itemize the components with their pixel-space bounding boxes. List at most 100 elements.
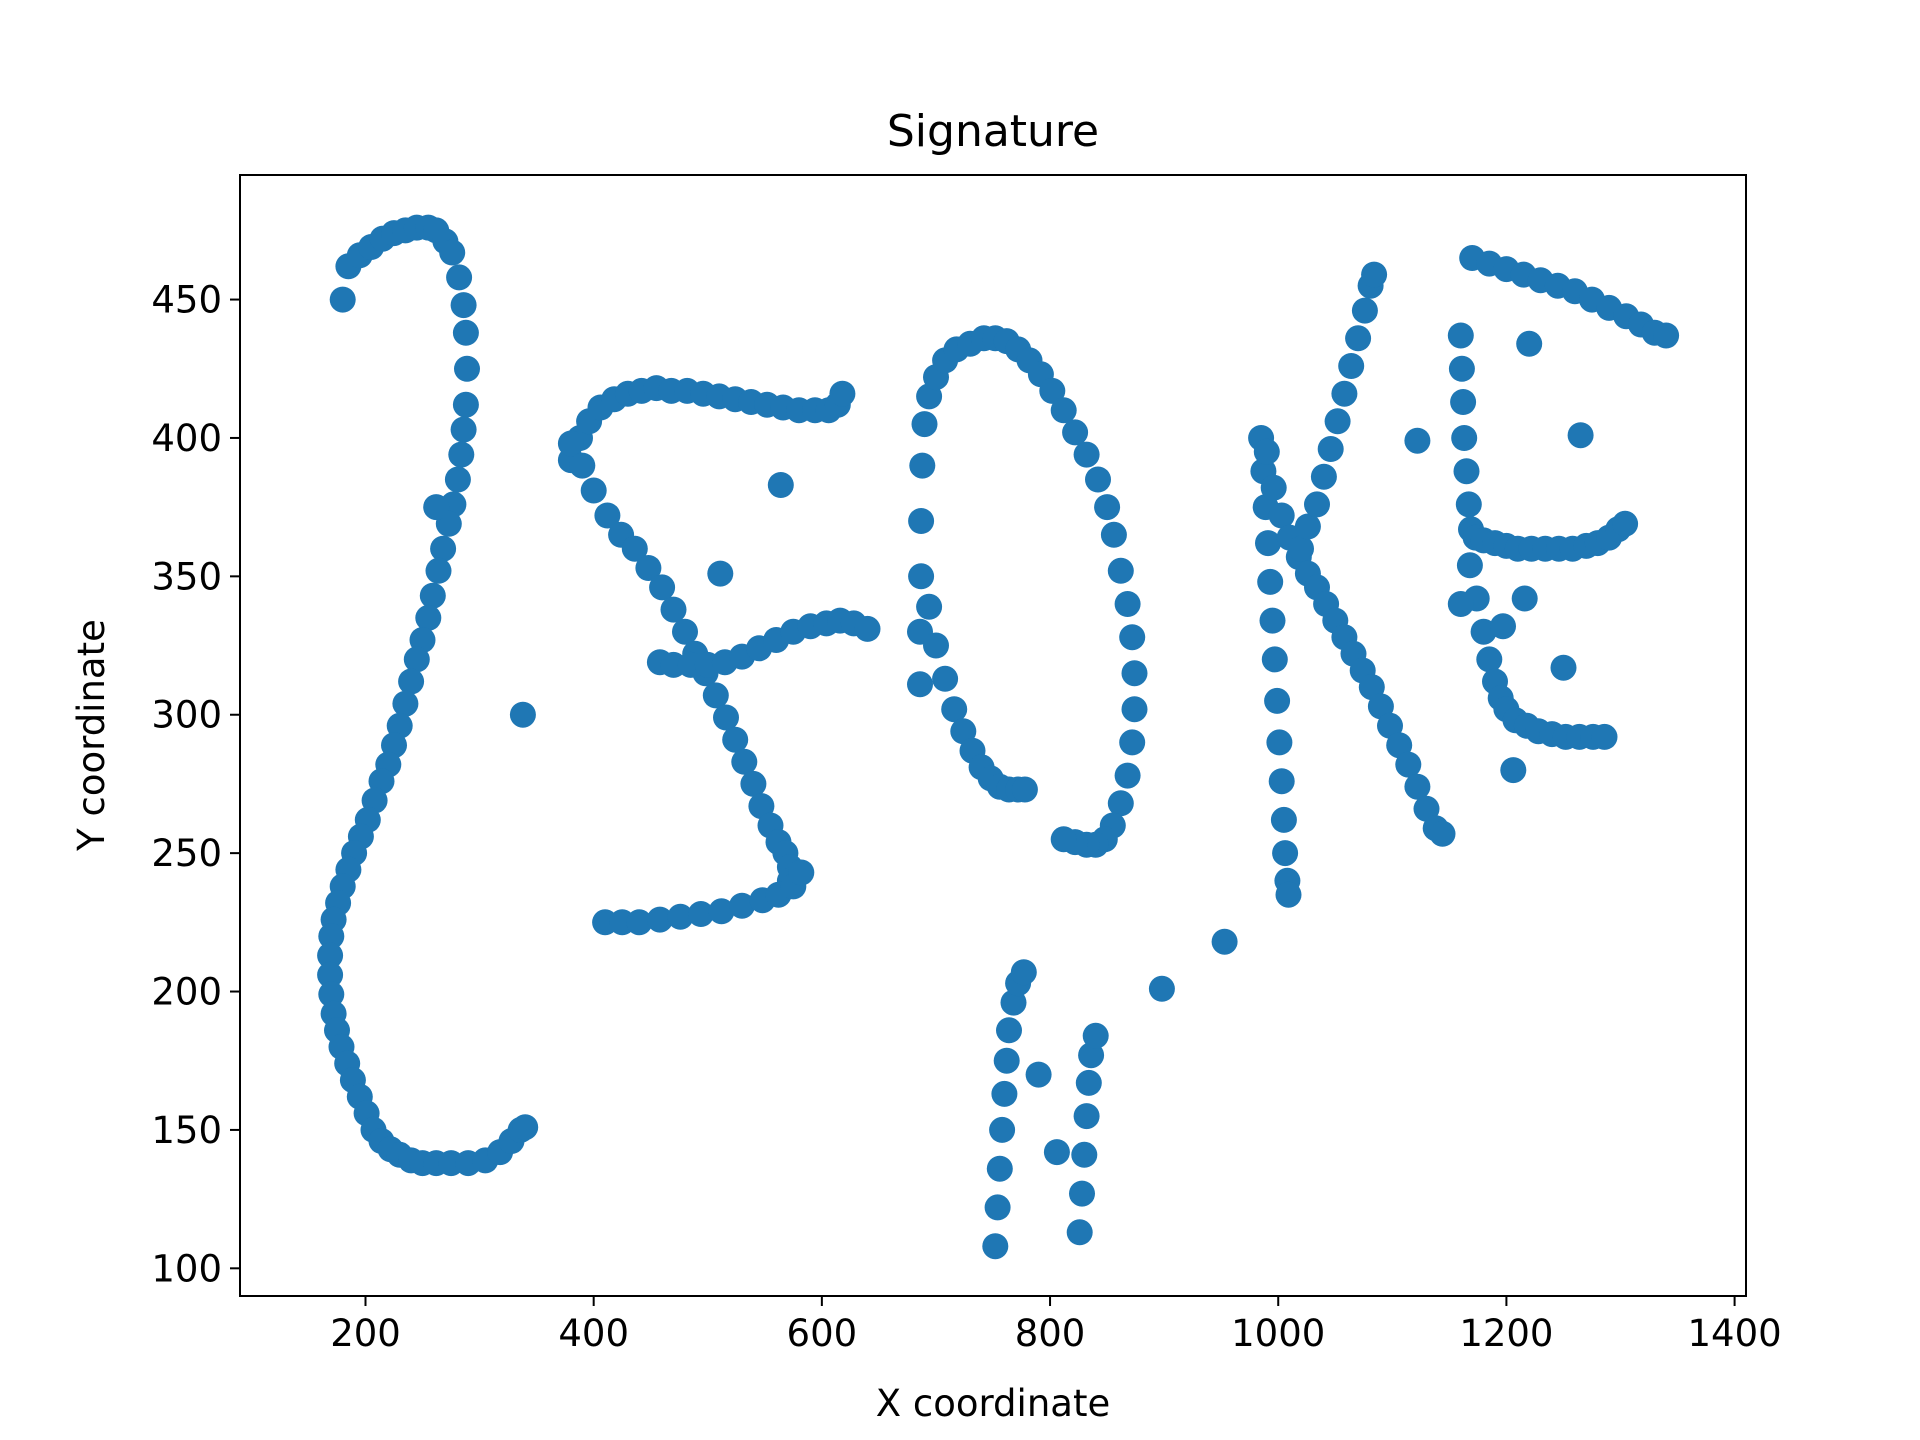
scatter-point bbox=[1025, 1061, 1052, 1088]
scatter-point bbox=[512, 1114, 539, 1141]
y-axis-label: Y coordinate bbox=[70, 619, 113, 852]
scatter-point bbox=[1082, 1022, 1109, 1049]
scatter-point bbox=[1367, 693, 1394, 720]
scatter-point bbox=[729, 892, 755, 919]
scatter-point bbox=[1119, 624, 1146, 651]
scatter-point bbox=[1121, 660, 1148, 687]
scatter-point bbox=[788, 859, 815, 886]
scatter-point bbox=[1395, 751, 1422, 778]
scatter-point bbox=[1107, 557, 1134, 584]
scatter-point bbox=[1447, 591, 1474, 617]
scatter-point bbox=[829, 380, 856, 407]
scatter-point bbox=[1455, 491, 1482, 518]
scatter-point bbox=[1404, 427, 1431, 454]
scatter-point bbox=[1261, 646, 1288, 673]
scatter-point bbox=[1404, 773, 1431, 800]
scatter-point bbox=[448, 441, 475, 468]
scatter-point bbox=[318, 923, 345, 950]
scatter-point bbox=[1377, 712, 1403, 739]
chart-title: Signature bbox=[887, 106, 1099, 157]
scatter-point bbox=[1266, 729, 1293, 756]
scatter-point bbox=[1331, 380, 1358, 407]
scatter-point bbox=[1476, 646, 1503, 673]
scatter-point bbox=[1456, 552, 1483, 579]
scatter-point bbox=[907, 671, 933, 698]
scatter-point bbox=[1114, 762, 1141, 789]
scatter-point bbox=[317, 961, 344, 988]
scatter-point bbox=[1275, 881, 1302, 908]
scatter-point bbox=[1050, 826, 1077, 853]
scatter-point bbox=[996, 1017, 1022, 1044]
scatter-point bbox=[452, 391, 479, 418]
scatter-point bbox=[621, 535, 648, 562]
scatter-point bbox=[707, 560, 734, 587]
scatter-point bbox=[1148, 975, 1175, 1002]
x-axis-label: X coordinate bbox=[876, 1382, 1110, 1425]
scatter-point bbox=[1259, 607, 1286, 634]
scatter-point bbox=[1071, 1141, 1098, 1168]
x-tick-label: 200 bbox=[330, 1312, 401, 1355]
scatter-point bbox=[1121, 696, 1148, 723]
scatter-point bbox=[1075, 1069, 1102, 1096]
scatter-point bbox=[557, 430, 584, 457]
scatter-point bbox=[1094, 494, 1121, 521]
scatter-point bbox=[1253, 438, 1280, 465]
scatter-point bbox=[748, 793, 775, 820]
scatter-point bbox=[854, 615, 881, 642]
scatter-point bbox=[1288, 535, 1314, 562]
scatter-point bbox=[509, 701, 536, 728]
scatter-point bbox=[731, 748, 758, 775]
scatter-point bbox=[1612, 510, 1639, 537]
y-tick-label: 350 bbox=[151, 555, 222, 598]
scatter-point bbox=[1429, 820, 1456, 847]
scatter-point bbox=[767, 472, 794, 498]
scatter-point bbox=[989, 1116, 1016, 1143]
scatter-point bbox=[667, 903, 694, 930]
scatter-point bbox=[1450, 389, 1477, 415]
scatter-point bbox=[403, 646, 430, 673]
scatter-point bbox=[923, 632, 949, 659]
y-tick-label: 200 bbox=[151, 971, 222, 1014]
scatter-point bbox=[1516, 330, 1543, 357]
x-tick-label: 400 bbox=[558, 1312, 629, 1355]
scatter-point bbox=[713, 704, 739, 731]
scatter-point bbox=[1447, 322, 1474, 349]
scatter-point bbox=[439, 239, 466, 266]
scatter-point bbox=[950, 718, 977, 745]
scatter-point bbox=[1304, 491, 1330, 518]
scatter-point bbox=[1011, 776, 1038, 803]
scatter-point bbox=[1338, 353, 1365, 379]
scatter-point bbox=[982, 1233, 1009, 1260]
scatter-point bbox=[909, 452, 936, 479]
scatter-point bbox=[1043, 1139, 1070, 1166]
scatter-point bbox=[908, 563, 935, 590]
scatter-point bbox=[1268, 768, 1295, 795]
scatter-point bbox=[993, 1047, 1020, 1074]
scatter-point bbox=[317, 942, 344, 969]
scatter-point bbox=[1268, 502, 1295, 529]
scatter-point bbox=[1114, 591, 1141, 617]
data-points bbox=[317, 214, 1680, 1260]
scatter-point bbox=[660, 596, 687, 623]
scatter-point bbox=[1066, 1219, 1093, 1246]
scatter-point bbox=[1073, 441, 1100, 468]
scatter-point bbox=[1310, 463, 1337, 490]
scatter-point bbox=[425, 557, 452, 584]
scatter-point bbox=[452, 319, 479, 346]
scatter-point bbox=[1500, 757, 1527, 784]
scatter-point bbox=[1550, 654, 1577, 681]
scatter-point bbox=[1107, 790, 1134, 817]
scatter-point bbox=[1361, 261, 1388, 288]
scatter-point bbox=[1272, 840, 1299, 867]
scatter-point bbox=[722, 726, 749, 753]
scatter-point bbox=[1257, 568, 1284, 595]
scatter-point bbox=[1490, 613, 1516, 640]
scatter-point bbox=[1294, 513, 1321, 540]
scatter-point bbox=[1317, 436, 1344, 462]
plot-frame bbox=[239, 174, 1747, 1297]
scatter-point bbox=[1085, 466, 1111, 493]
scatter-point bbox=[916, 593, 943, 620]
scatter-point bbox=[1255, 530, 1281, 557]
scatter-point bbox=[991, 1080, 1018, 1107]
